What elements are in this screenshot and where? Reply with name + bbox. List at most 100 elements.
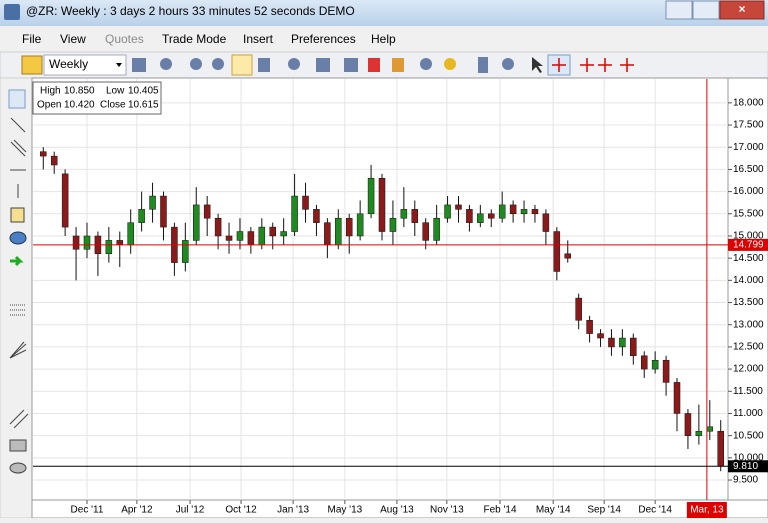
candle-body (706, 426, 714, 432)
candle-body (247, 231, 255, 246)
dropdown-arrow (116, 63, 122, 67)
candle-body (608, 337, 615, 348)
tool-icon[interactable] (368, 58, 380, 72)
candle-body (630, 337, 637, 357)
candle-body (192, 204, 200, 241)
menu-item[interactable]: Insert (243, 32, 274, 46)
menu-item[interactable]: File (22, 32, 42, 46)
candle-body (225, 235, 233, 241)
symbol-button[interactable] (21, 55, 43, 75)
menu-item[interactable]: Quotes (105, 32, 144, 46)
candle-body (61, 173, 69, 228)
candle-body (367, 178, 375, 215)
candle-body (411, 209, 419, 223)
pointer-tool[interactable] (8, 89, 26, 109)
info-label: Low (106, 86, 125, 97)
tool-icon[interactable] (478, 57, 488, 73)
arrow-tool[interactable] (10, 255, 24, 267)
candle-body (280, 231, 287, 237)
y-tick-label: 14.500 (733, 253, 764, 264)
candle-body (138, 209, 145, 223)
lock-button[interactable] (231, 54, 253, 76)
candle-body (269, 226, 276, 237)
price-axis (727, 77, 768, 501)
tool-icon[interactable] (258, 58, 270, 72)
info-label: High (40, 86, 61, 97)
tool-icon[interactable] (160, 58, 172, 70)
info-value: 10.420 (64, 100, 95, 111)
app-icon (4, 4, 20, 20)
crosshair-price-label: 14.799 (733, 240, 764, 251)
menu-item[interactable]: Help (371, 32, 396, 46)
drawing-tools (8, 89, 29, 474)
timeframe-dropdown[interactable] (43, 54, 127, 76)
crosshair-date-box (686, 502, 727, 518)
candle-body (149, 195, 156, 210)
candle-body (345, 217, 353, 237)
crosshair-icons (552, 58, 634, 72)
tool-icon[interactable] (420, 58, 432, 70)
menu-item[interactable]: Preferences (291, 32, 356, 46)
ohlc-info-box (32, 81, 162, 115)
candle-body (640, 355, 648, 370)
note-tool[interactable] (10, 207, 25, 223)
candle-body (509, 204, 517, 215)
candle-body (214, 217, 222, 237)
y-tick-label: 11.000 (733, 408, 763, 419)
tool-icon[interactable] (344, 58, 358, 72)
candle-body (444, 204, 451, 219)
candle-body (83, 235, 91, 250)
candle-body (586, 320, 593, 334)
y-tick-label: 9.500 (733, 475, 758, 486)
fib-tool[interactable] (10, 304, 26, 316)
tool-icon[interactable] (316, 58, 330, 72)
tool-icon[interactable] (212, 58, 224, 70)
tool-icon[interactable] (502, 58, 514, 70)
candle-body (422, 222, 429, 241)
tool-icon[interactable] (190, 58, 202, 70)
tool-icon[interactable] (444, 58, 456, 70)
candle-body (313, 209, 320, 223)
menu-item[interactable]: Trade Mode (162, 32, 227, 46)
menu: File View Quotes Trade Mode Insert Preference… (22, 32, 396, 46)
close-button[interactable] (719, 0, 765, 20)
menu-bar (0, 26, 768, 52)
candle-body (389, 217, 397, 232)
channel-tool[interactable] (10, 139, 27, 157)
candle-body (50, 155, 58, 166)
candle-body (488, 213, 495, 219)
parallel-tool[interactable] (9, 409, 29, 429)
close-glyph: × (738, 2, 745, 16)
minimize-button[interactable] (665, 0, 693, 20)
candle-body (531, 209, 539, 215)
candle-body (291, 195, 298, 232)
maximize-button[interactable] (692, 0, 720, 20)
x-tick-label: Dec '14 (638, 505, 672, 516)
x-tick-label: Oct '12 (225, 505, 257, 516)
y-tick-label: 15.000 (733, 231, 764, 242)
candle-body (40, 151, 47, 157)
line-tool[interactable] (10, 117, 26, 133)
tool-icon[interactable] (132, 58, 146, 72)
y-tick-label: 15.500 (733, 208, 764, 219)
cursor-tool[interactable] (532, 57, 543, 73)
x-tick-label: Feb '14 (483, 505, 516, 516)
fan-tool[interactable] (9, 341, 27, 359)
tool-icon[interactable] (288, 58, 300, 70)
candle-body (335, 217, 342, 246)
x-tick-label: Apr '12 (121, 505, 153, 516)
candle-body (433, 217, 440, 241)
y-tick-label: 17.000 (733, 142, 764, 153)
candle-body (258, 226, 266, 246)
rectangle-tool[interactable] (9, 439, 27, 452)
ellipse-tool[interactable] (9, 462, 27, 474)
tool-icon[interactable] (392, 58, 404, 72)
candle-body (356, 213, 364, 237)
callout-tool[interactable] (9, 231, 27, 245)
menu-item[interactable]: View (60, 32, 86, 46)
x-tick-label: Aug '13 (380, 505, 414, 516)
last-price-label: 9.810 (733, 461, 758, 472)
last-price-box (728, 460, 768, 473)
candle-body (400, 209, 408, 219)
